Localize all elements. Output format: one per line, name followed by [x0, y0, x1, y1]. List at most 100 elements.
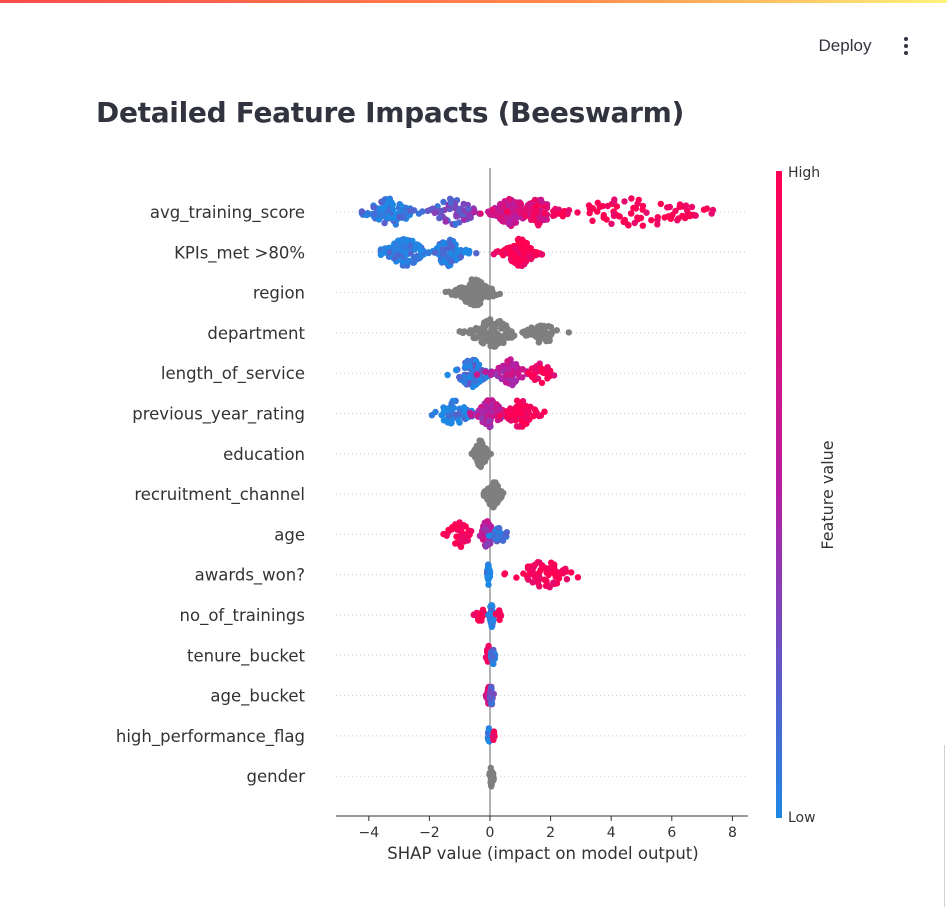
data-point [688, 203, 696, 211]
scrollbar-track [944, 745, 945, 907]
data-point [541, 209, 548, 217]
feature-swarm [444, 356, 558, 391]
data-point [493, 248, 500, 255]
feature-label: age_bucket [210, 687, 305, 707]
feature-swarm [482, 642, 499, 668]
data-point [385, 208, 392, 215]
data-point [480, 408, 488, 416]
data-point [466, 531, 473, 538]
data-point [473, 371, 481, 378]
data-point [462, 523, 469, 530]
data-point [488, 368, 495, 375]
feature-swarm [456, 316, 572, 350]
data-point [643, 209, 650, 216]
data-point [448, 400, 455, 407]
x-tick-label: 8 [728, 825, 737, 841]
data-point [499, 339, 506, 346]
data-point [550, 568, 557, 575]
data-point [469, 369, 476, 376]
data-point [513, 574, 520, 581]
feature-label: gender [247, 767, 306, 786]
data-point [515, 423, 522, 430]
data-point [568, 569, 575, 576]
data-point [486, 320, 493, 327]
data-point [402, 244, 409, 251]
deploy-button[interactable]: Deploy [818, 36, 872, 55]
data-point [708, 210, 715, 217]
data-point [504, 366, 512, 373]
data-point [407, 243, 414, 250]
feature-label: awards_won? [195, 566, 305, 586]
data-point [487, 610, 494, 617]
data-point [534, 324, 541, 331]
data-point [448, 291, 455, 298]
data-point [507, 413, 514, 420]
data-point [517, 206, 524, 214]
data-point [562, 565, 569, 572]
feature-label: KPIs_met >80% [174, 243, 305, 263]
data-point [504, 358, 511, 365]
feature-swarm [482, 683, 497, 708]
data-point [434, 203, 441, 210]
data-point [621, 216, 628, 224]
data-point [512, 213, 519, 220]
data-point [547, 323, 555, 331]
data-point [448, 419, 455, 426]
main-menu-button[interactable] [893, 30, 919, 62]
data-point [486, 566, 493, 574]
data-point [450, 523, 457, 530]
data-point [519, 374, 526, 381]
data-point [440, 239, 448, 247]
data-point [510, 219, 517, 226]
data-point [594, 199, 601, 206]
data-point [484, 288, 491, 296]
data-point [476, 610, 483, 617]
data-point [453, 533, 460, 540]
feature-label: no_of_trainings [180, 606, 305, 626]
data-point [402, 236, 410, 243]
data-point [509, 377, 516, 384]
data-point [546, 337, 553, 344]
data-point [464, 285, 472, 293]
data-point [537, 364, 544, 372]
data-point [478, 530, 485, 538]
data-point [530, 412, 537, 420]
data-point [540, 322, 548, 330]
data-point [493, 339, 501, 346]
data-point [412, 242, 419, 250]
data-point [692, 212, 699, 219]
data-point [419, 208, 426, 215]
data-point [465, 206, 472, 213]
feature-label: department [207, 324, 305, 343]
data-point [610, 199, 618, 206]
data-point [544, 375, 551, 382]
data-point [487, 342, 494, 350]
data-point [483, 541, 490, 549]
feature-label: region [253, 284, 305, 303]
data-point [495, 524, 503, 532]
data-point [486, 500, 493, 508]
data-point [472, 377, 479, 385]
x-axis-label: SHAP value (impact on model output) [387, 844, 698, 863]
feature-swarm [480, 479, 507, 511]
data-point [380, 197, 388, 204]
data-point [559, 210, 566, 218]
data-point [487, 618, 495, 625]
data-point [538, 379, 546, 387]
data-point [594, 208, 601, 215]
data-point [471, 208, 478, 216]
data-point [488, 602, 495, 610]
data-point [522, 332, 530, 339]
data-point [454, 246, 461, 254]
data-point [675, 215, 682, 222]
data-point [615, 212, 622, 220]
feature-label: recruitment_channel [134, 485, 305, 505]
data-point [518, 410, 525, 417]
feature-label: avg_training_score [150, 203, 305, 223]
data-point [490, 327, 497, 334]
data-point [509, 361, 516, 368]
data-point [410, 259, 417, 266]
data-point [574, 574, 582, 581]
data-point [443, 532, 450, 539]
data-point [466, 214, 473, 221]
